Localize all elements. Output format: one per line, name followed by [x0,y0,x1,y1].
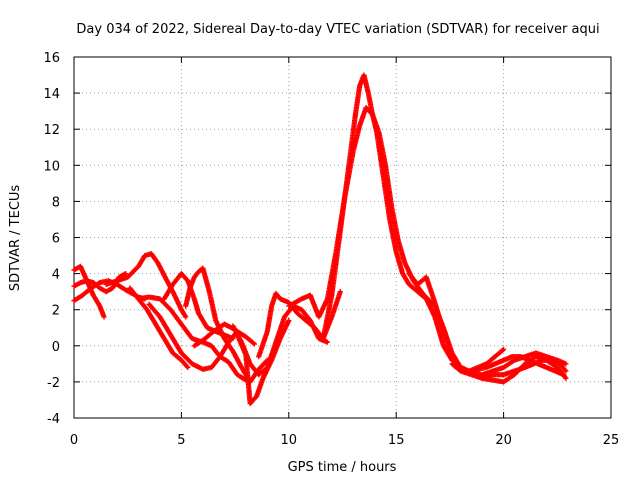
x-tick-label: 0 [70,433,78,448]
y-tick-label: 0 [52,340,60,355]
data-point [563,361,569,367]
data-point [185,364,191,371]
data-point [562,367,568,373]
y-tick-label: 16 [43,51,60,66]
y-tick-label: 10 [43,159,60,174]
x-tick-label: 5 [177,433,185,448]
series-track-4 [103,251,189,320]
x-axis-label: GPS time / hours [288,460,397,475]
series-track-15 [406,271,569,378]
x-tick-label: 20 [495,433,512,448]
data-point [501,346,507,353]
x-tick-label: 10 [281,433,298,448]
y-tick-label: 8 [52,195,60,210]
series-track-14 [320,72,507,374]
axes-ticks: 0 5 10 15 20 25 -4 -2 0 2 4 6 8 10 12 14 16 [43,51,619,448]
data-point [184,363,190,370]
data-point [337,289,343,295]
y-tick-label: 12 [43,123,60,138]
chart-title: Day 034 of 2022, Sidereal Day-to-day VTE… [76,22,599,37]
data-point [324,339,331,345]
data-point [230,335,236,342]
x-tick-label: 25 [603,433,620,448]
series-track-8 [161,271,236,342]
y-tick-label: 14 [43,87,60,102]
y-tick-label: -4 [47,412,60,427]
data-point [563,375,569,381]
data-point [101,314,107,320]
data-point [286,317,292,324]
data-point [251,341,258,347]
y-tick-label: 6 [52,232,60,247]
series-track-12 [256,289,343,360]
y-tick-label: 2 [52,304,60,319]
y-axis-label: SDTVAR / TECUs [8,185,23,292]
y-tick-label: 4 [52,268,60,283]
data-series [71,72,569,407]
y-tick-label: -2 [47,376,60,391]
series-track-13 [286,104,567,378]
x-tick-label: 15 [388,433,405,448]
data-point [183,314,189,320]
series-track-17 [479,354,569,385]
data-point [122,271,129,277]
data-point [563,368,569,374]
